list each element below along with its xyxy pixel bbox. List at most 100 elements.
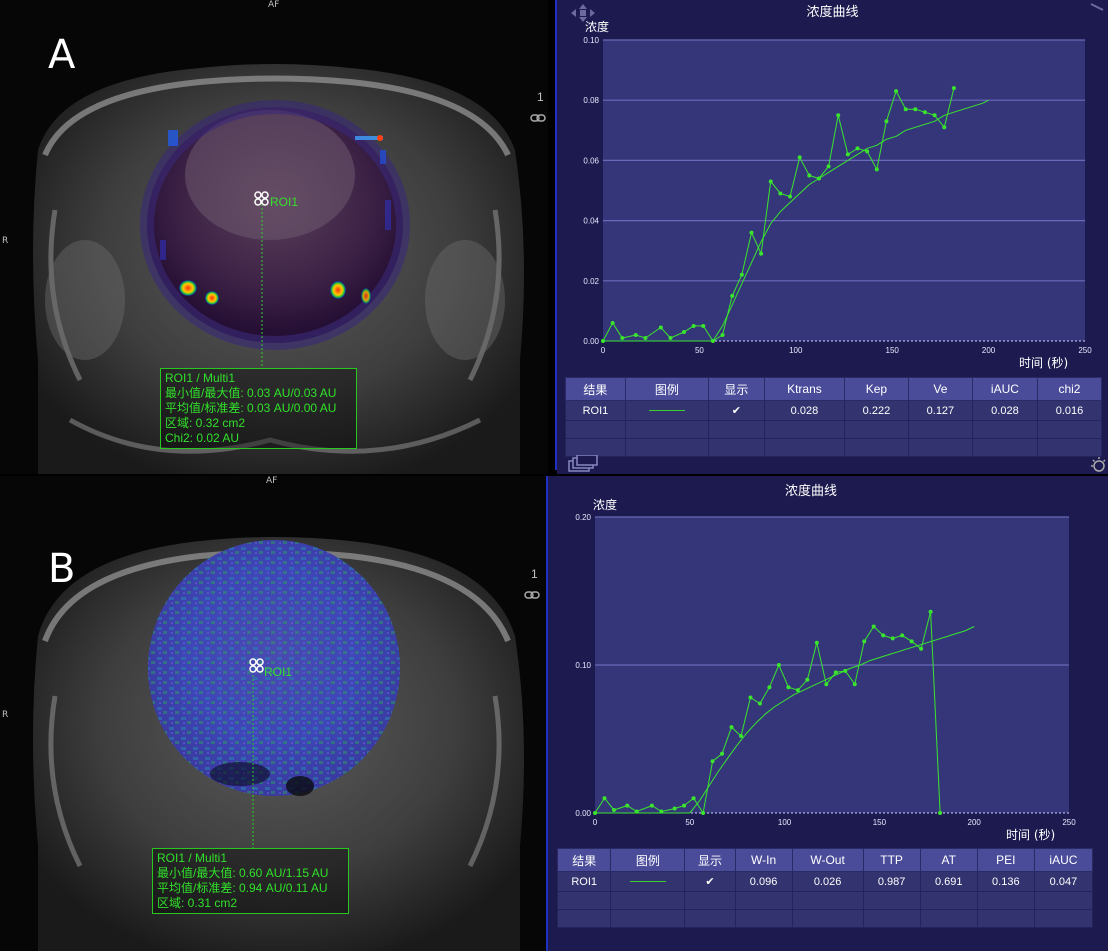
data-point — [767, 685, 772, 690]
data-point — [649, 803, 654, 808]
table-cell — [624, 438, 709, 457]
mri-viewport-a[interactable]: AF R A 1 ROI1 ROI1 / Multi1 最小值/最大值: 0.0… — [0, 0, 548, 474]
y-tick-label: 0.04 — [583, 217, 599, 226]
x-tick-label: 50 — [695, 346, 704, 355]
table-cell: 0.127 — [907, 400, 973, 421]
column-header[interactable]: PEI — [976, 848, 1035, 872]
orientation-left-b: R — [2, 710, 9, 720]
column-header[interactable]: 图例 — [610, 848, 686, 872]
table-cell — [684, 909, 736, 928]
data-point — [682, 803, 687, 808]
roi-marker-a — [254, 191, 269, 206]
data-point — [932, 113, 937, 118]
data-point — [881, 633, 886, 638]
roi-label-a: ROI1 — [270, 195, 299, 209]
y-tick-label: 0.10 — [575, 661, 591, 670]
table-cell — [1033, 909, 1094, 928]
table-cell — [976, 909, 1035, 928]
table-cell — [556, 909, 612, 928]
data-point — [610, 320, 615, 325]
chart-panel-b: 浓度曲线 0.00 0.10 0.20 0 50 100 150 200 250 浓度 时间 (秒)… — [548, 476, 1108, 951]
orientation-top-a: AF — [268, 0, 280, 10]
column-header[interactable]: chi2 — [1036, 377, 1103, 401]
column-header[interactable]: 图例 — [624, 377, 709, 401]
table-cell — [610, 891, 686, 910]
link-icon[interactable] — [530, 113, 546, 123]
y-tick-label: 0.02 — [583, 277, 599, 286]
data-point — [643, 335, 648, 340]
column-header[interactable]: 结果 — [565, 377, 626, 401]
data-point — [795, 688, 800, 693]
table-row — [556, 891, 1094, 910]
column-header[interactable]: 结果 — [556, 848, 612, 872]
brightness-icon[interactable] — [1087, 455, 1107, 473]
x-tick-label: 150 — [886, 346, 900, 355]
column-header[interactable]: W-Out — [791, 848, 864, 872]
table-row[interactable]: ROI1 ✔ 0.028 0.222 0.127 0.028 0.016 — [565, 400, 1103, 421]
table-cell: 0.222 — [843, 400, 909, 421]
table-cell — [791, 909, 864, 928]
collapse-icon[interactable] — [1089, 2, 1105, 12]
table-cell: 0.028 — [971, 400, 1038, 421]
roi-info-line: ROI1 / Multi1 — [165, 371, 236, 385]
table-cell — [763, 420, 845, 439]
layers-icon[interactable] — [567, 455, 599, 473]
table-cell: 0.047 — [1033, 871, 1094, 892]
column-header[interactable]: W-In — [734, 848, 793, 872]
table-cell — [684, 891, 736, 910]
y-axis-label: 浓度 — [593, 497, 617, 512]
data-point — [672, 806, 677, 811]
data-point — [826, 164, 831, 169]
concentration-chart-a: 0.00 0.02 0.04 0.06 0.08 0.10 0 50 100 150 200 250 浓… — [583, 19, 1092, 370]
table-cell[interactable]: ✔ — [684, 871, 736, 892]
column-header[interactable]: 显示 — [684, 848, 736, 872]
x-tick-label: 0 — [593, 818, 598, 827]
column-header[interactable]: AT — [919, 848, 978, 872]
link-icon[interactable] — [524, 590, 540, 600]
column-header[interactable]: Ve — [907, 377, 973, 401]
data-point — [720, 332, 725, 337]
table-row[interactable]: ROI1 ✔ 0.096 0.026 0.987 0.691 0.136 0.047 — [556, 871, 1094, 892]
column-header[interactable]: Kep — [843, 377, 909, 401]
data-point — [938, 811, 943, 815]
column-header[interactable]: 显示 — [707, 377, 765, 401]
table-cell — [843, 438, 909, 457]
table-cell — [763, 438, 845, 457]
roi-info-box-b: ROI1 / Multi1 最小值/最大值: 0.60 AU/1.15 AU 平… — [152, 848, 349, 914]
table-cell — [971, 438, 1038, 457]
column-header[interactable]: TTP — [862, 848, 921, 872]
data-point — [611, 808, 616, 813]
data-point — [701, 323, 706, 328]
data-point — [749, 230, 754, 235]
chart-title-b: 浓度曲线 — [784, 483, 837, 498]
table-cell — [907, 420, 973, 439]
table-cell[interactable]: ✔ — [707, 400, 765, 421]
data-point — [928, 609, 933, 614]
table-cell — [843, 420, 909, 439]
roi-info-line: 平均值/标准差: 0.03 AU/0.00 AU — [165, 401, 337, 415]
table-cell: 0.026 — [791, 871, 864, 892]
data-point — [884, 119, 889, 124]
table-row — [565, 438, 1103, 457]
move-icon[interactable] — [565, 2, 601, 24]
table-cell — [610, 871, 686, 892]
table-cell — [907, 438, 973, 457]
mri-viewport-b[interactable]: AF R B 1 ROI1 ROI1 / Multi1 最小值/最大值: 0.6… — [0, 476, 546, 951]
table-cell — [1033, 891, 1094, 910]
y-tick-label: 0.00 — [583, 337, 599, 346]
column-header[interactable]: Ktrans — [763, 377, 845, 401]
table-cell — [1036, 438, 1103, 457]
roi-info-line: Chi2: 0.02 AU — [165, 431, 240, 445]
data-point — [748, 695, 753, 700]
table-cell: 0.136 — [976, 871, 1035, 892]
data-point — [900, 633, 905, 638]
x-tick-label: 50 — [685, 818, 694, 827]
y-tick-label: 0.08 — [583, 96, 599, 105]
data-point — [720, 751, 725, 756]
column-header[interactable]: iAUC — [971, 377, 1038, 401]
table-cell — [919, 891, 978, 910]
column-header[interactable]: iAUC — [1033, 848, 1094, 872]
roi-info-line: 最小值/最大值: 0.60 AU/1.15 AU — [157, 866, 329, 880]
data-point — [865, 149, 870, 154]
